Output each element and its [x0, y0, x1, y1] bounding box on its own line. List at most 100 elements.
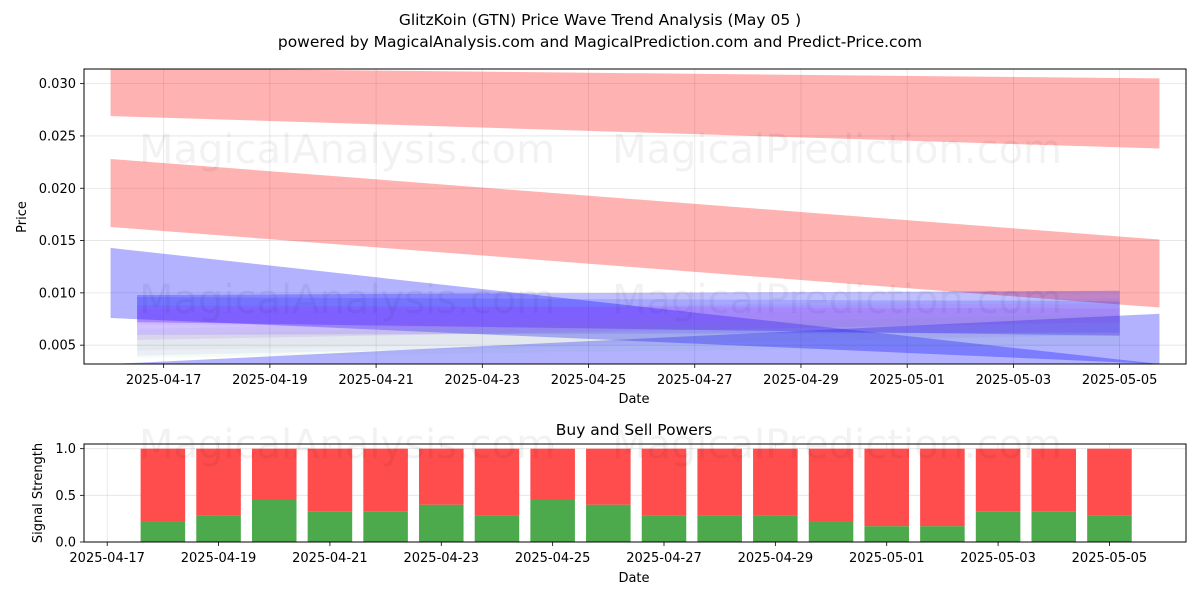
price-wave-band [110, 158, 1160, 308]
price-wave-band [137, 303, 1120, 335]
buy-bar [641, 515, 687, 542]
price-x-tick-label: 2025-04-17 [126, 373, 202, 388]
signal-x-tick-label: 2025-04-19 [181, 551, 257, 566]
signal-y-tick-label: 0.5 [55, 489, 76, 504]
sell-bar [419, 448, 464, 505]
buy-bar [363, 511, 408, 542]
price-wave-band [137, 297, 1120, 335]
signal-x-tick-label: 2025-04-29 [738, 551, 814, 566]
sell-bar [363, 448, 408, 512]
buy-sell-title: Buy and Sell Powers [556, 421, 713, 439]
buy-bar [920, 526, 965, 542]
signal-y-tick-label: 1.0 [55, 442, 76, 457]
price-y-tick-label: 0.020 [39, 182, 76, 197]
price-wave-band [137, 313, 1120, 358]
price-y-axis-label: Price [15, 201, 30, 233]
buy-bar [307, 511, 353, 542]
price-x-tick-label: 2025-05-01 [869, 373, 945, 388]
sell-bar [586, 448, 631, 505]
signal-y-axis-label: Signal Strength [31, 443, 46, 543]
buy-bar [474, 515, 520, 542]
watermark-bottom-left: MagicalAnalysis.com [139, 422, 555, 468]
signal-x-tick-label: 2025-04-27 [626, 551, 702, 566]
buy-bar [753, 515, 798, 542]
chart-subtitle: powered by MagicalAnalysis.com and Magic… [278, 33, 922, 51]
buy-sell-chart: Buy and Sell Powers MagicalAnalysis.com … [31, 421, 1187, 586]
price-x-ticks: 2025-04-17 2025-04-19 2025-04-21 2025-04-23… [126, 364, 1158, 388]
signal-x-ticks: 2025-04-17 2025-04-19 2025-04-21 2025-04-23… [69, 542, 1147, 566]
sell-bar [920, 448, 965, 527]
sell-bar [864, 448, 909, 527]
buy-bar [1031, 511, 1077, 542]
signal-x-tick-label: 2025-04-23 [403, 551, 479, 566]
price-bands [110, 69, 1160, 364]
price-wave-band [137, 298, 1120, 356]
sell-bar [753, 448, 798, 516]
sell-bar [697, 448, 742, 516]
sell-bar [474, 448, 520, 516]
signal-x-tick-label: 2025-04-21 [292, 551, 368, 566]
price-wave-band [137, 303, 1120, 351]
price-wave-band [110, 313, 1160, 364]
price-x-tick-label: 2025-05-03 [976, 373, 1052, 388]
price-x-tick-label: 2025-05-05 [1082, 373, 1158, 388]
buy-bar [251, 500, 297, 542]
price-wave-band [137, 290, 1120, 336]
watermark-left: MagicalAnalysis.com [139, 127, 555, 173]
buy-bar [808, 521, 854, 542]
buy-bar [140, 521, 186, 542]
sell-bar [140, 448, 186, 522]
signal-x-tick-label: 2025-05-01 [849, 551, 925, 566]
price-y-tick-label: 0.015 [39, 234, 76, 249]
price-x-tick-label: 2025-04-29 [763, 373, 839, 388]
price-x-tick-label: 2025-04-25 [551, 373, 627, 388]
signal-x-tick-label: 2025-05-05 [1072, 551, 1148, 566]
sell-bar [530, 448, 575, 500]
price-x-tick-label: 2025-04-23 [445, 373, 521, 388]
sell-bar [196, 448, 241, 516]
watermark-right-2: MagicalPrediction.com [612, 277, 1062, 323]
buy-bar [975, 511, 1021, 542]
sell-bar [1087, 448, 1132, 516]
buy-bar [864, 526, 909, 542]
signal-y-ticks: 0.0 0.5 1.0 [55, 442, 84, 551]
price-plot-frame [83, 68, 1187, 365]
signal-x-tick-label: 2025-05-03 [960, 551, 1036, 566]
watermark-right: MagicalPrediction.com [612, 127, 1062, 173]
watermark-bottom-right: MagicalPrediction.com [612, 422, 1062, 468]
price-y-tick-label: 0.025 [39, 129, 76, 144]
signal-plot-frame [83, 443, 1187, 543]
buy-bar [196, 515, 241, 542]
signal-y-tick-label: 0.0 [55, 536, 76, 551]
price-x-tick-label: 2025-04-27 [657, 373, 733, 388]
signal-bars [140, 448, 1132, 542]
buy-bar [419, 504, 464, 542]
signal-x-axis-label: Date [618, 571, 649, 586]
signal-x-tick-label: 2025-04-25 [515, 551, 591, 566]
sell-bar [641, 448, 687, 516]
price-wave-chart: MagicalAnalysis.com MagicalPrediction.co… [15, 68, 1187, 407]
price-grid [84, 69, 1186, 364]
chart-title: GlitzKoin (GTN) Price Wave Trend Analysi… [399, 11, 801, 29]
price-wave-band [110, 69, 1160, 149]
price-x-axis-label: Date [618, 392, 649, 407]
watermark-left-2: MagicalAnalysis.com [139, 277, 555, 323]
buy-bar [697, 515, 742, 542]
sell-bar [1031, 448, 1077, 512]
buy-bar [1087, 515, 1132, 542]
signal-x-tick-label: 2025-04-17 [69, 551, 145, 566]
sell-bar [251, 448, 297, 500]
price-wave-band [137, 305, 1120, 340]
price-x-tick-label: 2025-04-19 [232, 373, 308, 388]
price-y-tick-label: 0.005 [39, 339, 76, 354]
buy-bar [586, 504, 631, 542]
price-x-tick-label: 2025-04-21 [338, 373, 414, 388]
price-y-tick-label: 0.030 [39, 77, 76, 92]
sell-bar [808, 448, 854, 522]
price-y-tick-label: 0.010 [39, 286, 76, 301]
price-wave-band [110, 247, 1160, 364]
price-y-ticks: 0.005 0.010 0.015 0.020 0.025 0.030 [39, 77, 84, 354]
sell-bar [307, 448, 353, 512]
buy-bar [530, 500, 575, 542]
